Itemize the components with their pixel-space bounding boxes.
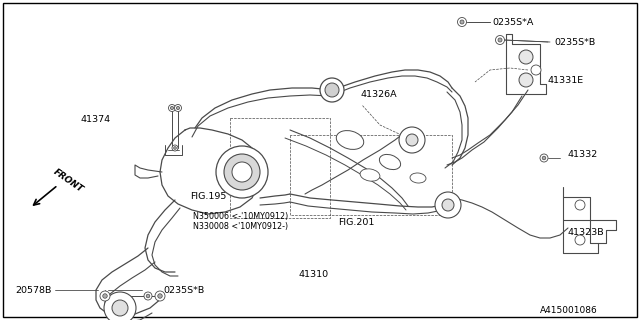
Ellipse shape xyxy=(380,155,401,170)
Circle shape xyxy=(170,107,173,109)
Circle shape xyxy=(575,200,585,210)
Circle shape xyxy=(575,235,585,245)
Ellipse shape xyxy=(435,192,461,218)
Circle shape xyxy=(224,154,260,190)
Text: FIG.195: FIG.195 xyxy=(190,192,227,201)
Text: 20578B: 20578B xyxy=(15,286,51,295)
Ellipse shape xyxy=(410,173,426,183)
Text: N330008 <'10MY0912-): N330008 <'10MY0912-) xyxy=(193,222,288,231)
Ellipse shape xyxy=(399,127,425,153)
Text: 41332: 41332 xyxy=(568,150,598,159)
Text: FRONT: FRONT xyxy=(52,167,85,194)
Circle shape xyxy=(103,294,108,298)
Circle shape xyxy=(100,291,110,301)
Text: 41310: 41310 xyxy=(298,270,328,279)
Text: 41326A: 41326A xyxy=(360,90,397,99)
Circle shape xyxy=(531,65,541,75)
Text: 0235S*B: 0235S*B xyxy=(163,286,204,295)
Ellipse shape xyxy=(442,199,454,211)
Circle shape xyxy=(325,83,339,97)
Text: 41323B: 41323B xyxy=(568,228,605,237)
Circle shape xyxy=(175,105,182,111)
Ellipse shape xyxy=(336,131,364,149)
Text: 41331E: 41331E xyxy=(548,76,584,85)
Circle shape xyxy=(498,38,502,42)
Text: A415001086: A415001086 xyxy=(540,306,598,315)
Circle shape xyxy=(519,50,533,64)
Circle shape xyxy=(155,291,165,301)
Text: 0235S*A: 0235S*A xyxy=(492,18,533,27)
Circle shape xyxy=(172,145,178,151)
Circle shape xyxy=(146,294,150,298)
Circle shape xyxy=(320,78,344,102)
Circle shape xyxy=(232,162,252,182)
Text: FIG.201: FIG.201 xyxy=(338,218,374,227)
Text: 0235S*B: 0235S*B xyxy=(554,38,595,47)
Circle shape xyxy=(458,18,467,27)
Ellipse shape xyxy=(104,292,136,320)
Text: N350006 <-'10MY0912): N350006 <-'10MY0912) xyxy=(193,212,288,221)
Circle shape xyxy=(216,146,268,198)
Ellipse shape xyxy=(406,134,418,146)
Circle shape xyxy=(519,73,533,87)
Ellipse shape xyxy=(112,300,128,316)
Ellipse shape xyxy=(360,169,380,181)
Circle shape xyxy=(540,154,548,162)
Circle shape xyxy=(460,20,464,24)
Circle shape xyxy=(542,156,546,160)
Circle shape xyxy=(144,292,152,300)
Circle shape xyxy=(177,107,180,109)
Circle shape xyxy=(168,105,175,111)
Circle shape xyxy=(495,36,504,44)
Circle shape xyxy=(157,294,163,298)
Circle shape xyxy=(173,147,177,149)
Text: 41374: 41374 xyxy=(80,115,110,124)
